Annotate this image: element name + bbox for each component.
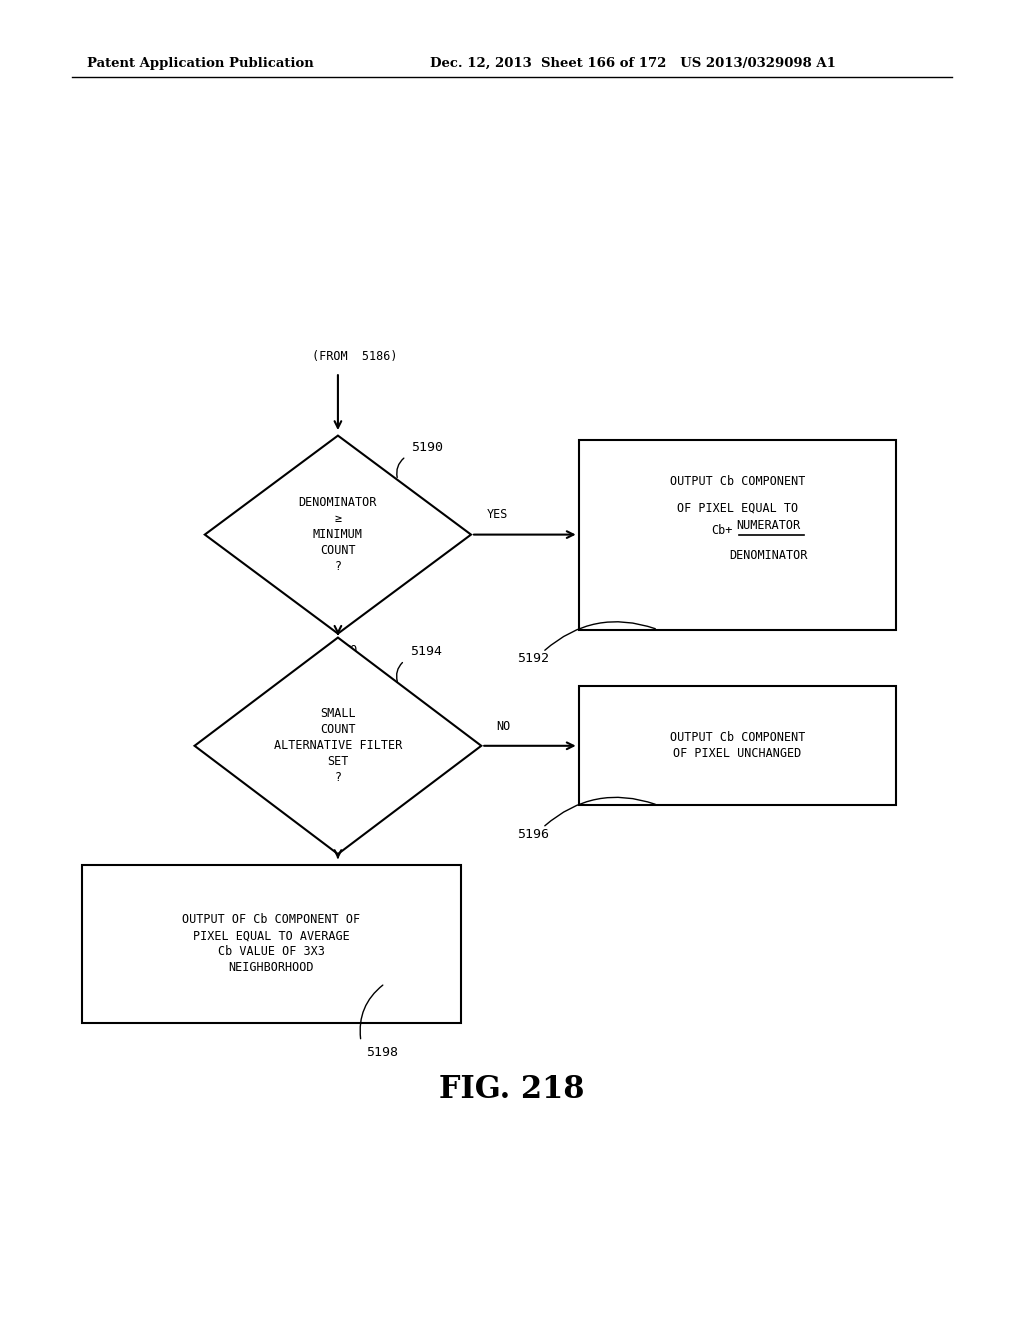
Text: Cb+: Cb+ (711, 524, 732, 537)
Text: YES: YES (486, 508, 508, 521)
Text: DENOMINATOR: DENOMINATOR (729, 549, 807, 562)
Text: 5196: 5196 (517, 828, 549, 841)
Text: OUTPUT OF Cb COMPONENT OF
PIXEL EQUAL TO AVERAGE
Cb VALUE OF 3X3
NEIGHBORHOOD: OUTPUT OF Cb COMPONENT OF PIXEL EQUAL TO… (182, 913, 360, 974)
Text: 5192: 5192 (517, 652, 549, 665)
Polygon shape (195, 638, 481, 854)
Text: OUTPUT Cb COMPONENT: OUTPUT Cb COMPONENT (670, 475, 805, 488)
Text: Dec. 12, 2013  Sheet 166 of 172   US 2013/0329098 A1: Dec. 12, 2013 Sheet 166 of 172 US 2013/0… (430, 57, 836, 70)
Text: 5194: 5194 (410, 645, 441, 659)
Text: NO: NO (497, 719, 511, 733)
Polygon shape (205, 436, 471, 634)
Text: DENOMINATOR
≥
MINIMUM
COUNT
?: DENOMINATOR ≥ MINIMUM COUNT ? (299, 496, 377, 573)
Bar (579, 440, 896, 630)
Bar (579, 686, 896, 805)
Bar (82, 865, 461, 1023)
Text: NUMERATOR: NUMERATOR (736, 519, 800, 532)
Text: OF PIXEL EQUAL TO: OF PIXEL EQUAL TO (677, 502, 798, 515)
Text: NO: NO (343, 644, 357, 657)
Text: FIG. 218: FIG. 218 (439, 1073, 585, 1105)
Text: (FROM  5186): (FROM 5186) (312, 350, 397, 363)
Text: SMALL
COUNT
ALTERNATIVE FILTER
SET
?: SMALL COUNT ALTERNATIVE FILTER SET ? (273, 708, 402, 784)
Text: OUTPUT Cb COMPONENT
OF PIXEL UNCHANGED: OUTPUT Cb COMPONENT OF PIXEL UNCHANGED (670, 731, 805, 760)
Text: YES: YES (343, 865, 365, 878)
Text: Patent Application Publication: Patent Application Publication (87, 57, 313, 70)
Text: 5190: 5190 (412, 441, 443, 454)
Text: 5198: 5198 (367, 1045, 398, 1059)
